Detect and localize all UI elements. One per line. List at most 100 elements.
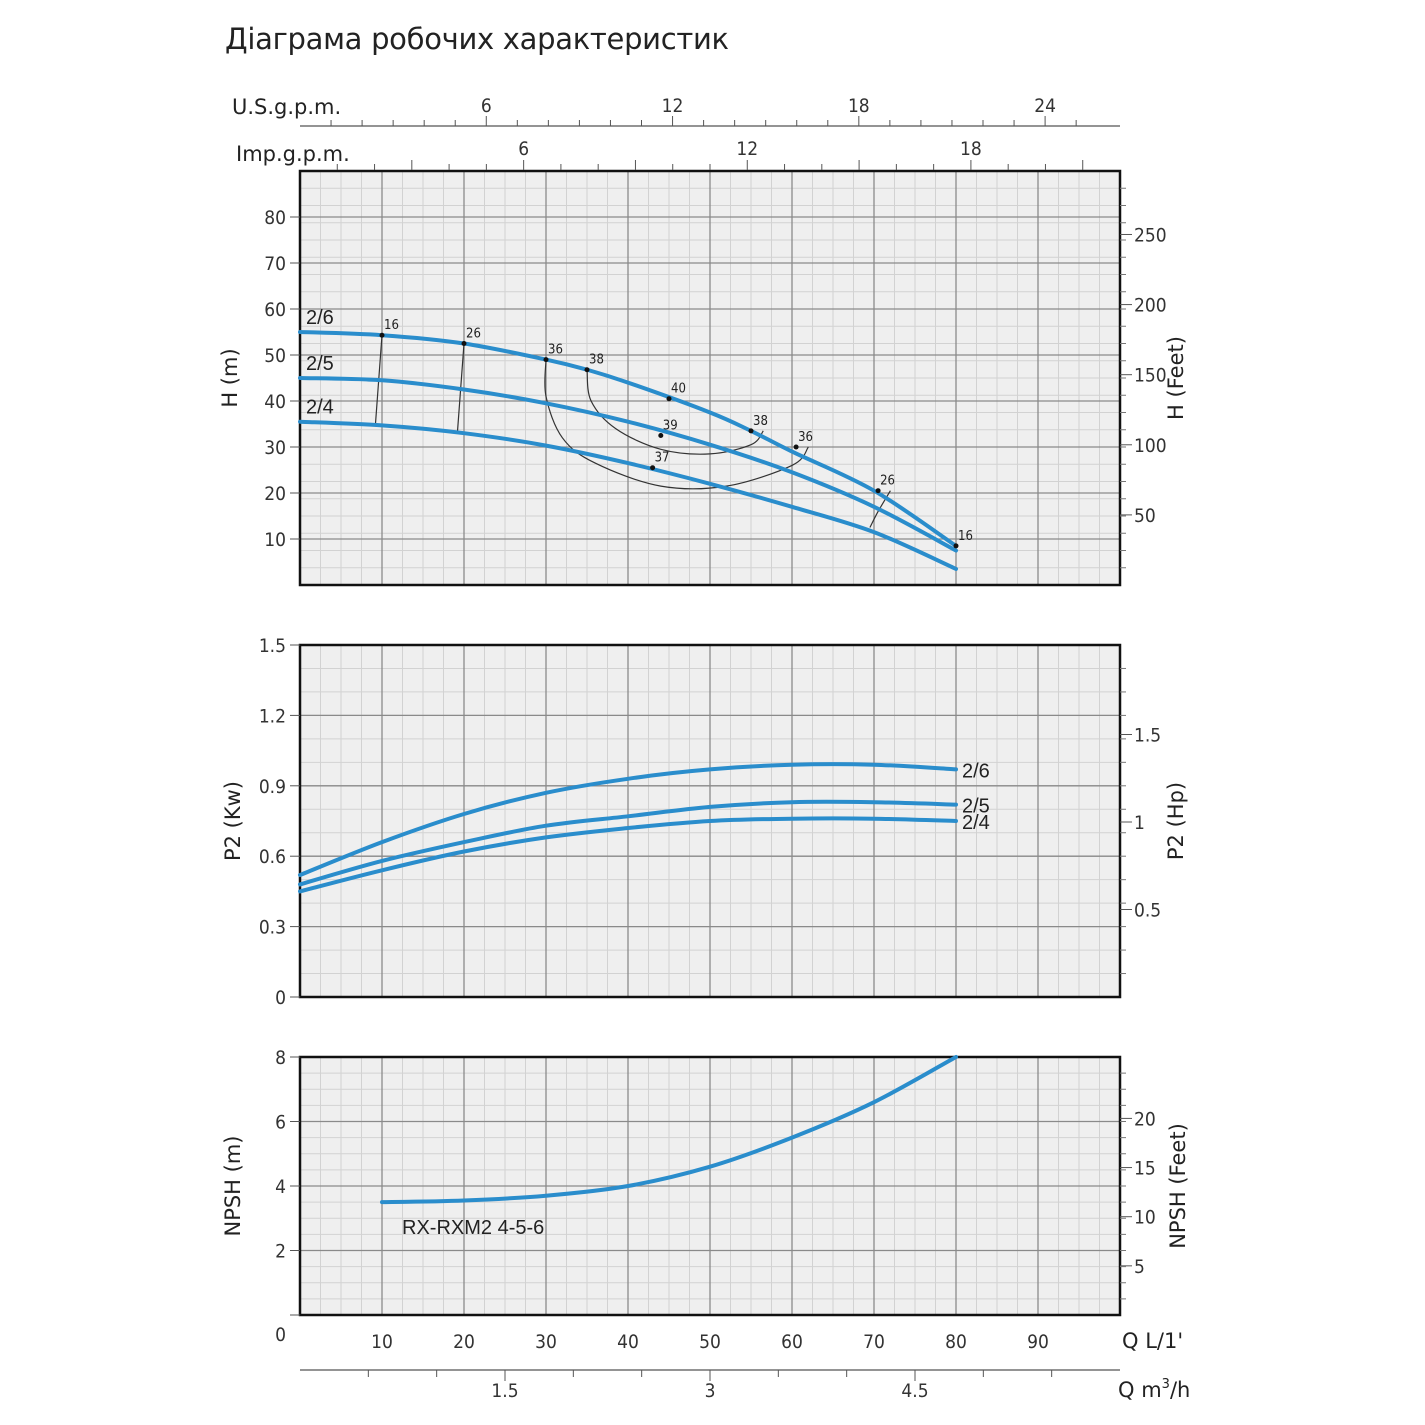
y-tick-label: 1.2	[259, 705, 286, 727]
y-tick-label: 30	[264, 437, 286, 459]
usgpm-tick-label: 18	[848, 95, 870, 117]
head-series-label: 2/5	[306, 353, 334, 375]
m3h-tick-label: 1.5	[491, 1380, 518, 1402]
lmin-tick-label: 50	[699, 1331, 721, 1353]
power-series-label: 2/6	[962, 760, 990, 782]
lmin-tick-label: 80	[945, 1331, 967, 1353]
m3h-tick-label: 4.5	[901, 1380, 928, 1402]
lmin-tick-label: 90	[1027, 1331, 1049, 1353]
power-y-ticks-right: 0.5 1 1.5	[1120, 667, 1161, 975]
efficiency-point	[543, 357, 549, 363]
head-series-label: 2/4	[306, 397, 334, 419]
efficiency-point	[584, 367, 590, 373]
y-right-tick-label: 1.5	[1134, 725, 1161, 747]
y-tick-label: 20	[264, 483, 286, 505]
efficiency-curve-38	[586, 369, 764, 455]
head-y-ticks: 10 20 30 40 50 60 70 80	[264, 207, 300, 551]
y-tick-label: 0.6	[259, 846, 286, 868]
y-right-tick-label: 0.5	[1134, 900, 1161, 922]
y-tick-label: 0	[275, 1324, 286, 1346]
y-right-tick-label: 250	[1134, 224, 1167, 246]
m3h-tick-label: 3	[705, 1380, 716, 1402]
power-series-line-2-5	[298, 799, 958, 887]
head-series-label: 2/6	[306, 307, 334, 329]
efficiency-point	[666, 396, 672, 402]
efficiency-point	[658, 433, 664, 438]
head-y-axis-title: H (m)	[218, 348, 242, 407]
efficiency-label: 36	[548, 343, 563, 358]
npsh-y-axis-title: NPSH (m)	[221, 1135, 245, 1236]
power-y-axis-title: P2 (Kw)	[221, 781, 245, 861]
top-axes: U.S.g.p.m. 6 12 18 24 Imp.g.p.m. 6 12 18	[232, 95, 1120, 170]
impgpm-tick-label: 18	[960, 138, 982, 160]
y-right-tick-label: 50	[1134, 505, 1156, 527]
y-right-tick-label: 5	[1134, 1256, 1145, 1278]
npsh-y-ticks-right: 5 10 15 20	[1120, 1072, 1156, 1300]
y-tick-label: 40	[264, 391, 286, 413]
npsh-y-ticks: 0 2 4 6 8	[275, 1047, 300, 1346]
efficiency-point	[748, 428, 754, 434]
npsh-y-axis-title-right: NPSH (Feet)	[1166, 1123, 1190, 1249]
y-tick-label: 0.9	[259, 776, 286, 798]
power-panel: 0 0.3 0.6 0.9 1.2 1.5 0.5 1 1.5 P2 (Kw) P2 (Hp) 2/6…	[221, 635, 1188, 1009]
y-tick-label: 0	[275, 987, 286, 1009]
y-tick-label: 4	[275, 1176, 286, 1198]
y-tick-label: 2	[275, 1241, 286, 1263]
impgpm-tick-label: 6	[518, 138, 529, 160]
efficiency-label: 26	[466, 327, 481, 342]
head-series-line-2-5	[298, 376, 958, 553]
lmin-tick-label: 70	[863, 1331, 885, 1353]
usgpm-axis-label: U.S.g.p.m.	[232, 95, 341, 119]
efficiency-label: 39	[663, 419, 678, 434]
lmin-tick-label: 20	[453, 1331, 475, 1353]
lmin-tick-label: 40	[617, 1331, 639, 1353]
efficiency-label: 16	[958, 529, 973, 544]
npsh-series-line-0	[380, 1055, 958, 1205]
impgpm-axis-label: Imp.g.p.m.	[236, 142, 350, 166]
y-tick-label: 70	[264, 253, 286, 275]
npsh-panel: 0 2 4 6 8 5 10 15 20 NPSH (m) NPSH (Feet) RX-RXM2 4…	[221, 1047, 1190, 1346]
power-y-ticks: 0 0.3 0.6 0.9 1.2 1.5	[259, 635, 300, 1009]
npsh-series	[380, 1055, 958, 1205]
efficiency-point	[793, 444, 799, 450]
efficiency-point	[650, 465, 656, 471]
y-tick-label: 8	[275, 1047, 286, 1069]
usgpm-tick-label: 24	[1034, 95, 1056, 117]
y-tick-label: 60	[264, 299, 286, 321]
lmin-tick-label: 10	[371, 1331, 393, 1353]
y-right-tick-label: 200	[1134, 295, 1167, 317]
power-series-line-2-6	[298, 762, 958, 877]
m3h-axis-label: Q m3/h	[1118, 1377, 1190, 1402]
usgpm-tick-label: 6	[481, 95, 492, 117]
lmin-tick-label: 60	[781, 1331, 803, 1353]
efficiency-point	[953, 543, 959, 549]
power-frame	[298, 643, 1122, 999]
efficiency-label: 37	[655, 451, 670, 466]
efficiency-label: 16	[384, 318, 399, 333]
impgpm-tick-label: 12	[736, 138, 758, 160]
efficiency-point	[379, 332, 385, 338]
y-right-tick-label: 20	[1134, 1108, 1156, 1130]
power-series-label: 2/5	[962, 796, 990, 818]
bottom-axes: 10 20 30 40 50 60 70 80 90 Q L/1' 1.5 3 4.5 Q m3/h	[300, 1329, 1190, 1402]
usgpm-tick-label: 12	[662, 95, 684, 117]
efficiency-label: 26	[880, 474, 895, 489]
y-right-tick-label: 1	[1134, 812, 1145, 834]
efficiency-point	[461, 341, 467, 346]
y-tick-label: 50	[264, 345, 286, 367]
model-annotation: RX-RXM2 4-5-6	[402, 1217, 544, 1239]
power-series-label: 2/4	[962, 812, 990, 834]
power-series: 2/6 2/52/4	[298, 760, 990, 894]
y-right-tick-label: 100	[1134, 435, 1167, 457]
efficiency-label: 38	[753, 414, 768, 429]
head-y-axis-title-right: H (Feet)	[1164, 336, 1188, 420]
y-right-tick-label: 15	[1134, 1158, 1156, 1180]
efficiency-point	[875, 488, 881, 494]
y-right-tick-label: 10	[1134, 1207, 1156, 1229]
head-y-ticks-right: 50 100 150 200 250	[1120, 187, 1167, 569]
head-series: 2/6 2/5 2/4	[298, 307, 958, 571]
power-y-axis-title-right: P2 (Hp)	[1164, 782, 1188, 860]
y-tick-label: 0.3	[259, 917, 286, 939]
y-tick-label: 80	[264, 207, 286, 229]
